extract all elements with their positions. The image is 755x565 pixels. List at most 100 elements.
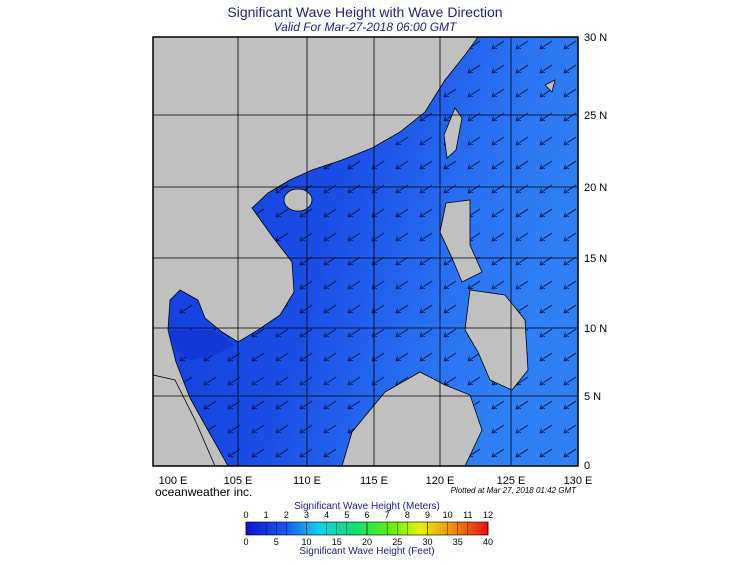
wave-arrow [347, 400, 361, 410]
wave-arrow [563, 88, 577, 98]
wave-arrow [539, 328, 553, 338]
wave-arrow [203, 376, 217, 386]
wave-arrow [347, 160, 361, 170]
colorbar-tick-label: 10 [301, 537, 311, 547]
plotted-note: Plotted at Mar 27, 2018 01:42 GMT [451, 486, 578, 495]
wave-arrow [563, 448, 577, 458]
lon-label: 110 E [293, 475, 321, 487]
wave-arrow [539, 40, 553, 50]
wave-arrow [395, 160, 409, 170]
wave-arrow [467, 136, 481, 146]
wave-arrow [539, 232, 553, 242]
wave-arrow [299, 376, 313, 386]
wave-arrow [563, 328, 577, 338]
colorbar-tick-label: 2 [284, 510, 289, 520]
wave-arrow [467, 280, 481, 290]
wave-arrow [467, 112, 481, 122]
lon-label: 115 E [360, 475, 388, 487]
colorbar-tick-label: 6 [364, 510, 369, 520]
lat-label: 30 N [584, 32, 607, 44]
wave-arrow [299, 400, 313, 410]
wave-arrow [443, 352, 457, 362]
wave-arrow [347, 184, 361, 194]
colorbar-tick-label: 4 [324, 510, 329, 520]
wave-arrow [323, 352, 337, 362]
wave-arrow [275, 424, 289, 434]
wave-arrow [347, 280, 361, 290]
wave-arrow [275, 184, 289, 194]
wave-arrow [491, 160, 505, 170]
wave-arrow [347, 208, 361, 218]
wave-arrow [515, 448, 529, 458]
map [153, 37, 578, 466]
subtitle: Valid For Mar-27-2018 06:00 GMT [274, 20, 458, 34]
wave-arrow [203, 400, 217, 410]
colorbar-tick-label: 40 [483, 537, 493, 547]
wave-arrow [491, 424, 505, 434]
wave-arrow [395, 136, 409, 146]
colorbar-tick-label: 35 [453, 537, 463, 547]
wave-arrow [419, 304, 433, 314]
wave-arrow [251, 448, 265, 458]
wave-arrow [539, 424, 553, 434]
wave-arrow [515, 160, 529, 170]
wave-arrow [323, 424, 337, 434]
wave-arrow [563, 40, 577, 50]
wave-arrow [443, 160, 457, 170]
wave-arrow [515, 112, 529, 122]
wave-arrow [539, 352, 553, 362]
wave-arrow [275, 400, 289, 410]
wave-arrow [491, 184, 505, 194]
wave-arrow [491, 208, 505, 218]
lon-label: 125 E [497, 475, 526, 487]
wave-arrow [275, 352, 289, 362]
wave-arrow [395, 328, 409, 338]
wave-arrow [419, 232, 433, 242]
colorbar-tick-label: 0 [243, 510, 248, 520]
wave-arrow [251, 376, 265, 386]
wave-arrow [539, 400, 553, 410]
wave-arrow [299, 448, 313, 458]
colorbar-title-meters: Significant Wave Height (Meters) [294, 501, 440, 512]
wave-arrow [491, 64, 505, 74]
wave-arrow [299, 424, 313, 434]
lon-label: 120 E [426, 475, 455, 487]
wave-arrow [515, 232, 529, 242]
wave-arrow [515, 136, 529, 146]
wave-arrow [323, 304, 337, 314]
lat-label: 25 N [584, 110, 607, 122]
colorbar-tick-label: 15 [332, 537, 342, 547]
wave-arrow [515, 400, 529, 410]
wave-arrow [443, 280, 457, 290]
wave-arrow [419, 208, 433, 218]
wave-arrow [563, 304, 577, 314]
wave-arrow [275, 208, 289, 218]
wave-arrow [179, 304, 193, 314]
wave-arrow [467, 352, 481, 362]
wave-arrow [419, 112, 433, 122]
wave-arrow [539, 160, 553, 170]
wave-arrow [539, 280, 553, 290]
wave-arrow [395, 280, 409, 290]
wave-arrow [251, 424, 265, 434]
wave-arrow [395, 352, 409, 362]
wave-arrow [323, 208, 337, 218]
wave-arrow [539, 184, 553, 194]
colorbar-tick-label: 5 [344, 510, 349, 520]
wave-arrow [467, 64, 481, 74]
colorbar-tick-label: 25 [392, 537, 402, 547]
wave-arrow [275, 232, 289, 242]
wave-arrow [563, 400, 577, 410]
wave-arrow [275, 328, 289, 338]
wave-arrow [299, 328, 313, 338]
wave-arrow [347, 232, 361, 242]
wave-arrow [347, 376, 361, 386]
lon-label: 130 E [564, 475, 593, 487]
colorbar-tick-label: 1 [264, 510, 269, 520]
colorbar-tick-label: 30 [422, 537, 432, 547]
wave-arrow [515, 184, 529, 194]
wave-arrow [491, 448, 505, 458]
wave-arrow [299, 280, 313, 290]
wave-arrow [467, 184, 481, 194]
